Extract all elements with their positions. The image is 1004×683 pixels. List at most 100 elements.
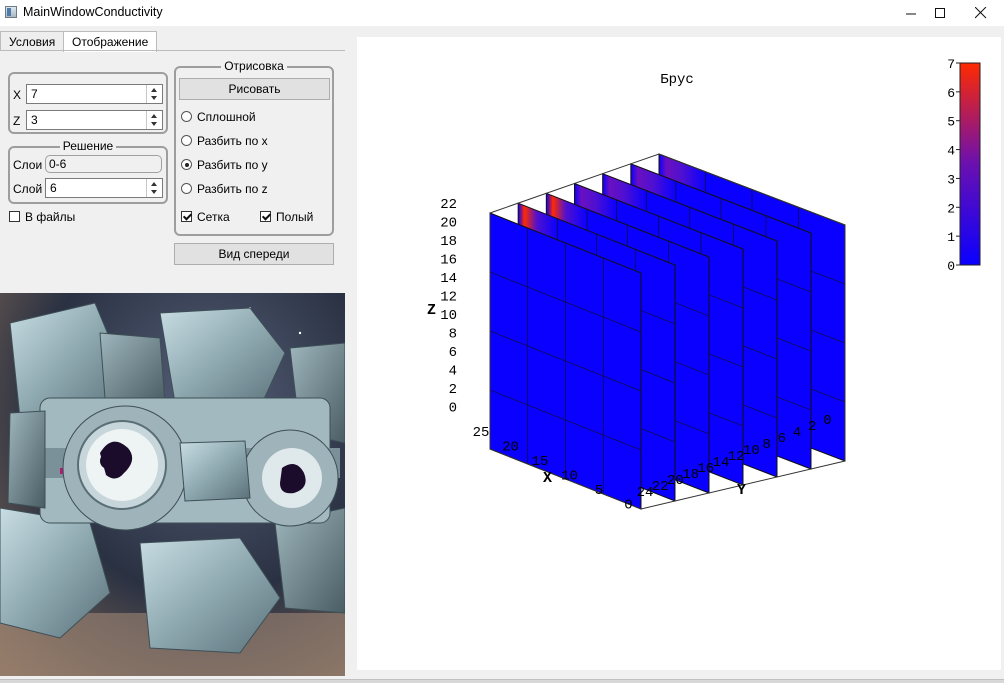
tab-display[interactable]: Отображение <box>63 31 158 52</box>
solution-group-title: Решение <box>10 139 166 153</box>
x-tick-label: 0 <box>624 498 632 514</box>
x-spinbox[interactable]: 7 <box>26 84 163 104</box>
colorbar-tick-label: 1 <box>947 230 955 245</box>
x-value: 7 <box>31 87 38 101</box>
slice-grid-h <box>489 389 642 451</box>
layer-spinbox[interactable]: 6 <box>45 178 163 198</box>
box-top-edge <box>489 153 846 226</box>
colorbar-tick-label: 3 <box>947 172 955 187</box>
y-tick-label: 10 <box>743 443 760 459</box>
hollow-label: Полый <box>276 210 314 224</box>
draw-button[interactable]: Рисовать <box>179 78 330 100</box>
hollow-checkbox[interactable] <box>260 211 271 222</box>
labels-layer: Брус2220181614121086420Z2520151050X24222… <box>427 72 832 514</box>
z-value: 3 <box>31 113 38 127</box>
y-axis-label: Y <box>737 482 746 499</box>
grid-checkbox[interactable] <box>181 211 192 222</box>
solution-group: Решение Слои 0-6 Слой 6 <box>8 139 168 204</box>
z-tick-label: 18 <box>440 234 457 250</box>
render-group-title: Отрисовка <box>176 59 332 73</box>
z-tick-label: 0 <box>449 401 457 417</box>
app-icon <box>5 6 17 18</box>
z-tick-label: 2 <box>449 382 457 398</box>
z-spin-arrows[interactable] <box>146 111 162 129</box>
x-axis-label: X <box>543 470 552 487</box>
tab-divider <box>0 50 345 51</box>
x-spin-arrows[interactable] <box>146 85 162 103</box>
slice-grid-h <box>489 330 642 392</box>
3d-viewport[interactable] <box>0 293 345 676</box>
size-group: X 7 Z 3 <box>8 72 168 134</box>
x-tick-label: 5 <box>595 483 603 499</box>
layer-spin-arrows[interactable] <box>146 179 162 197</box>
layers-field: 0-6 <box>45 155 162 173</box>
x-tick-label: 10 <box>561 469 578 485</box>
z-tick-label: 12 <box>440 290 457 306</box>
y-tick-label: 14 <box>713 455 730 471</box>
z-label: Z <box>13 114 21 128</box>
z-tick-label: 20 <box>440 216 457 232</box>
window-title: MainWindowConductivity <box>23 5 163 19</box>
front-view-button[interactable]: Вид спереди <box>174 243 334 265</box>
colorbar-layer: 7 6 5 4 3 2 1 0 <box>947 57 981 274</box>
y-tick-label: 6 <box>778 431 786 447</box>
layer-value: 6 <box>50 181 57 195</box>
render-group: Отрисовка Рисовать Сплошной Разбить по x… <box>174 59 334 236</box>
companion-cube-icon <box>0 293 345 676</box>
status-bar <box>0 679 1004 683</box>
slice-grid-h <box>489 271 642 333</box>
y-tick-label: 22 <box>652 479 669 495</box>
slices-layer <box>489 153 846 510</box>
z-tick-label: 8 <box>449 327 457 343</box>
spin-down-icon <box>151 96 157 100</box>
z-tick-label: 10 <box>440 308 457 324</box>
mode-solid-radio[interactable] <box>181 111 192 122</box>
z-tick-label: 4 <box>449 364 457 380</box>
y-tick-label: 24 <box>637 485 654 501</box>
mode-split-y-label: Разбить по y <box>197 158 268 172</box>
z-tick-label: 14 <box>440 271 457 287</box>
z-tick-label: 22 <box>440 197 457 213</box>
colorbar-tick-label: 4 <box>947 144 955 159</box>
mode-split-x-radio[interactable] <box>181 135 192 146</box>
plot-title: Брус <box>660 72 694 88</box>
to-files-checkbox[interactable] <box>9 211 20 222</box>
z-tick-label: 16 <box>440 253 457 269</box>
colorbar-tick-label: 0 <box>947 259 955 274</box>
spin-up-icon <box>151 182 157 186</box>
y-tick-label: 12 <box>728 449 745 465</box>
mode-split-x-label: Разбить по x <box>197 134 268 148</box>
colorbar-tick-label: 7 <box>947 57 955 72</box>
mode-solid-label: Сплошной <box>197 110 256 124</box>
to-files-label: В файлы <box>25 210 76 224</box>
maximize-button[interactable] <box>917 0 963 26</box>
title-bar: MainWindowConductivity <box>0 0 1004 26</box>
tab-conditions[interactable]: Условия <box>0 31 65 51</box>
minimize-icon <box>905 13 916 14</box>
close-icon <box>975 7 987 19</box>
y-tick-label: 0 <box>823 413 831 429</box>
mode-split-y-radio[interactable] <box>181 159 192 170</box>
tab-bar: Условия Отображение <box>0 31 345 52</box>
z-tick-label: 6 <box>449 345 457 361</box>
plot-panel[interactable]: Брус 22 20 18 16 14 12 10 8 6 4 2 0 Z 25 20 15 10 5 0 X 24 22 2… <box>357 37 1001 670</box>
mode-split-z-radio[interactable] <box>181 183 192 194</box>
z-spinbox[interactable]: 3 <box>26 110 163 130</box>
grid-label: Сетка <box>197 210 230 224</box>
y-tick-label: 8 <box>762 437 770 453</box>
colorbar-tick-label: 6 <box>947 86 955 101</box>
x-tick-label: 15 <box>532 454 549 470</box>
x-tick-label: 20 <box>502 440 519 456</box>
box-front-edge <box>489 448 642 510</box>
close-button[interactable] <box>958 0 1004 26</box>
y-tick-label: 20 <box>667 473 684 489</box>
axes-layer <box>489 153 846 510</box>
maximize-icon <box>934 7 945 18</box>
spin-up-icon <box>151 88 157 92</box>
minimize-button[interactable] <box>888 0 934 26</box>
spin-up-icon <box>151 114 157 118</box>
y-tick-label: 4 <box>793 425 801 441</box>
y-tick-label: 16 <box>697 461 714 477</box>
volume-plot[interactable]: Брус2220181614121086420Z2520151050X24222… <box>357 37 1001 670</box>
x-label: X <box>13 88 22 102</box>
